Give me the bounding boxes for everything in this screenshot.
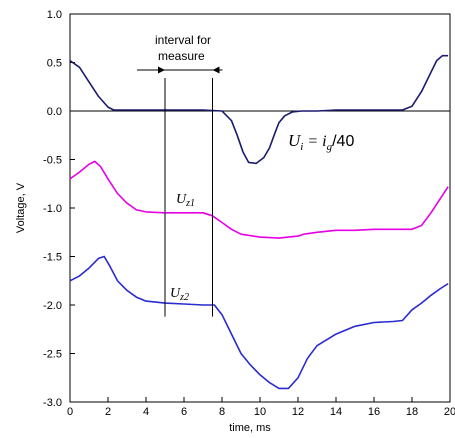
x-tick-label: 18 [406,406,418,418]
x-tick-label: 14 [330,406,342,418]
plot-area-frame [69,13,451,403]
y-tick-label: -2.5 [43,349,62,361]
uz1-series-label: Uz1 [176,192,195,209]
y-axis-title: Voltage, V [15,182,27,233]
x-axis-title: time, ms [229,422,271,434]
x-tick-label: 4 [143,406,149,418]
ui-series-line [69,54,449,165]
x-tick-label: 8 [219,406,225,418]
y-tick-label: -1.5 [43,252,62,264]
y-tick-label: 0.0 [47,106,62,118]
x-tick-label: 2 [105,406,111,418]
y-tick-label: -1.0 [43,203,62,215]
x-tick-label: 0 [67,406,73,418]
interval-arrow-left [212,66,220,74]
uz2-series-label: Uz2 [170,286,189,303]
y-tick-label: -3.0 [43,397,62,409]
x-tick-label: 6 [181,406,187,418]
y-tick-label: 1.0 [47,9,62,21]
uz2-series-line [69,255,449,390]
y-tick-label: -0.5 [43,155,62,167]
ui-equation-label: Ui = ig/40 [288,131,354,153]
x-tick-label: 12 [292,406,304,418]
interval-label-line1: interval for [155,33,211,47]
y-tick-label: 0.5 [47,58,62,70]
x-tick-label: 16 [368,406,380,418]
y-tick-label: -2.0 [43,300,62,312]
interval-label-line2: measure [158,49,205,63]
uz1-series-line [69,160,449,239]
x-tick-label: 10 [254,406,266,418]
x-tick-label: 20 [444,406,455,418]
interval-arrow-right [158,66,165,74]
